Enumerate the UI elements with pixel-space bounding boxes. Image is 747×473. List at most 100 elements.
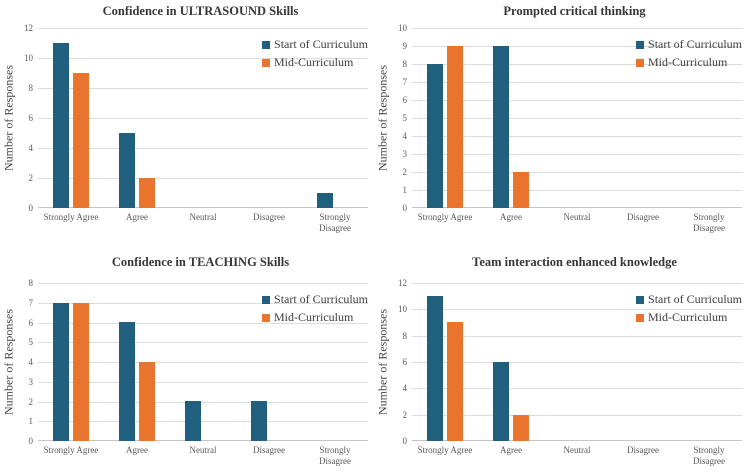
y-tick-label: 6 [28,317,34,328]
y-tick-label: 12 [398,278,407,288]
bar-start-agree [493,46,509,208]
chart-title: Confidence in TEACHING Skills [111,255,290,269]
bar-mid-agree [139,362,155,441]
x-category-label: Strongly Disagree [319,212,351,233]
x-category-label: Disagree [253,445,285,455]
gridline [38,283,368,284]
legend-item-mid: Mid-Curriculum [262,310,368,325]
y-axis-ticks: 0 1 2 3 4 5 6 7 8 [0,278,34,446]
bar-start-neutral [185,401,201,441]
y-tick-label: 10 [24,53,33,63]
y-tick-label: 4 [402,131,408,141]
gridline [412,28,742,29]
y-tick-label: 1 [28,416,34,427]
chart-title: Team interaction enhanced knowledge [472,255,677,269]
legend-label-mid: Mid-Curriculum [648,310,728,324]
gridline [38,178,368,179]
y-tick-label: 10 [398,23,407,33]
chart-title: Prompted critical thinking [503,4,646,18]
bar-start-disagree [251,401,267,441]
legend: Start of Curriculum Mid-Curriculum [262,37,368,73]
x-axis-line [38,440,368,441]
x-axis-line [412,440,742,441]
gridline [38,421,368,423]
gridline [412,283,742,284]
gridline [412,362,742,363]
gridline [412,388,742,390]
x-category-label: Neutral [563,212,591,222]
gridline [38,362,368,363]
gridline [412,172,742,173]
legend-item-mid: Mid-Curriculum [262,55,368,70]
chart-confidence-teaching: Confidence in TEACHING Skills Number of … [0,237,373,473]
x-category-label: Strongly Agree [43,445,99,455]
y-tick-label: 5 [28,337,34,348]
y-axis-ticks: 0 2 4 6 8 10 12 [374,278,408,446]
gridline [38,322,368,324]
gridline [412,82,742,83]
legend: Start of Curriculum Mid-Curriculum [636,37,742,73]
y-tick-label: 10 [398,304,407,315]
gridline [412,136,742,137]
x-category-label: Disagree [253,212,285,222]
y-axis-ticks: 0 1 2 3 4 5 6 7 8 9 10 [374,23,408,213]
chart-prompted-critical-thinking: Prompted critical thinking Number of Res… [374,0,747,236]
x-category-label: Agree [500,445,522,455]
gridline [38,28,368,29]
bar-mid-agree [139,178,155,208]
legend-swatch-mid [636,313,645,322]
legend-swatch-start [262,295,271,304]
x-axis-labels: Strongly Agree Agree Neutral Disagree Strong… [412,212,742,234]
x-category-label: Neutral [563,445,591,455]
bar-start-agree [119,133,135,208]
plot-area [412,283,742,441]
x-category-label: Agree [126,445,148,455]
gridline [38,342,368,344]
y-tick-label: 8 [28,278,34,288]
y-tick-label: 6 [28,113,34,123]
y-tick-label: 6 [402,357,408,367]
x-category-label: Strongly Disagree [693,445,725,466]
y-tick-label: 0 [28,203,34,213]
y-tick-label: 2 [28,173,34,183]
x-axis-labels: Strongly Agree Agree Neutral Disagree Strong… [38,212,368,234]
bar-start-agree [493,362,509,441]
plot-area [412,28,742,208]
legend-label-start: Start of Curriculum [648,37,742,51]
bar-mid-strongly-agree [447,322,463,441]
x-category-label: Disagree [627,212,659,222]
y-tick-label: 5 [402,113,408,123]
y-tick-label: 4 [28,143,34,153]
legend-label-start: Start of Curriculum [274,292,368,306]
y-tick-label: 8 [28,83,34,93]
x-category-label: Strongly Agree [417,212,473,222]
y-tick-label: 3 [402,149,408,159]
legend-swatch-start [636,295,645,304]
legend-swatch-mid [262,58,271,67]
bar-start-strongly-agree [53,303,69,441]
bar-mid-agree [513,415,529,441]
bar-mid-strongly-agree [447,46,463,208]
gridline [412,309,742,311]
bar-mid-agree [513,172,529,208]
gridline [38,118,368,119]
y-tick-label: 12 [24,23,33,33]
gridline [412,118,742,119]
y-tick-label: 0 [402,436,408,446]
legend-item-mid: Mid-Curriculum [636,310,742,325]
legend-label-start: Start of Curriculum [648,292,742,306]
gridline [38,148,368,149]
y-tick-label: 7 [28,297,34,308]
legend-label-mid: Mid-Curriculum [648,55,728,69]
gridline [38,381,368,383]
bar-mid-strongly-agree [73,303,89,441]
gridline [38,302,368,304]
y-tick-label: 2 [28,396,34,407]
legend-label-mid: Mid-Curriculum [274,310,354,324]
bar-start-strongly-disagree [317,193,333,208]
y-tick-label: 7 [402,77,408,87]
legend-swatch-mid [636,58,645,67]
bar-start-strongly-agree [427,64,443,208]
bar-start-strongly-agree [427,296,443,441]
